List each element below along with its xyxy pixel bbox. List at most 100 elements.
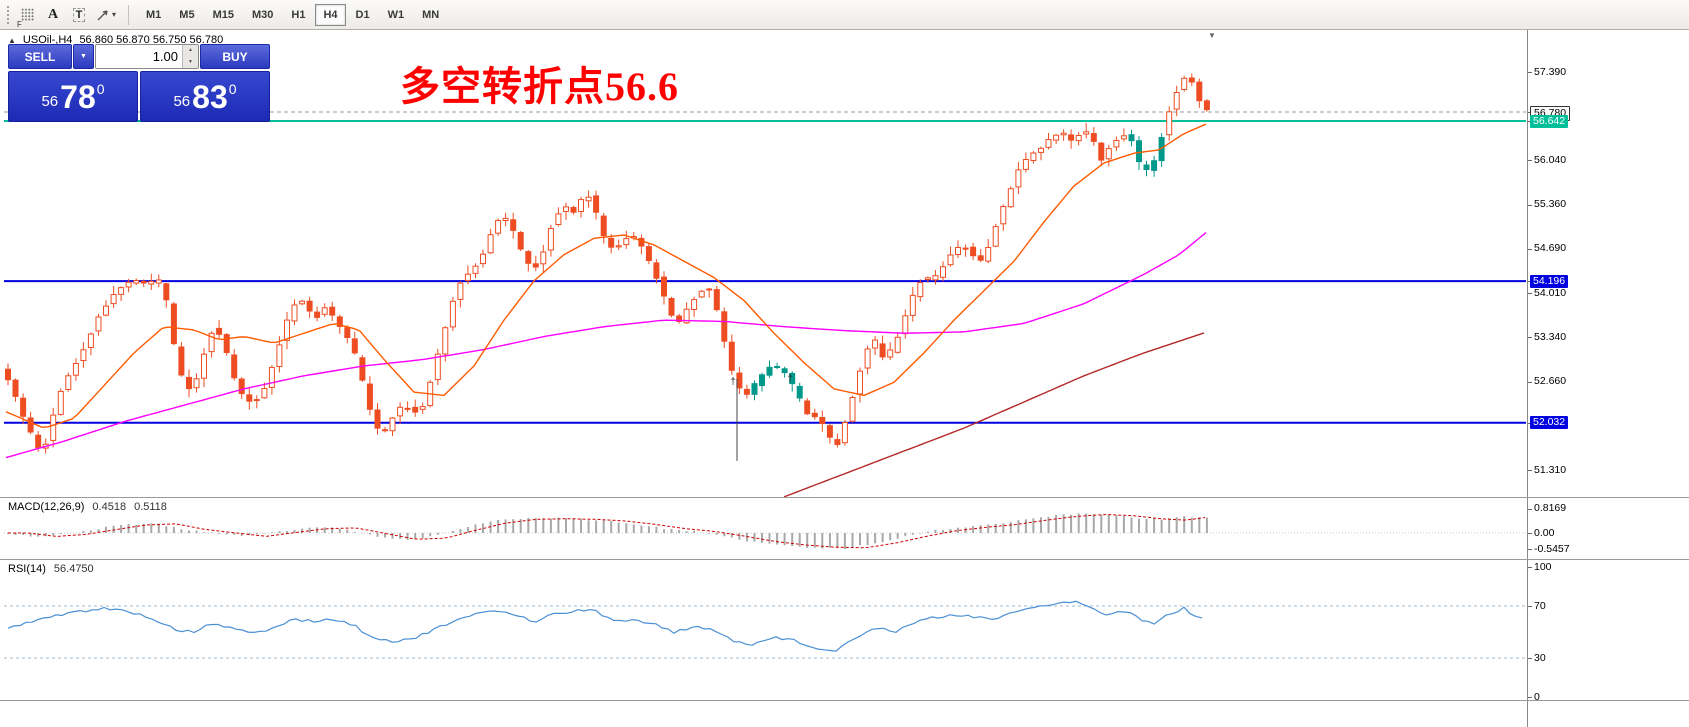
timeframe-button-D1[interactable]: D1 bbox=[348, 4, 378, 26]
ohlc-values: 56.860 56.870 56.750 56.780 bbox=[79, 34, 224, 46]
axis-tick bbox=[1528, 606, 1532, 607]
volume-down-button[interactable]: ▼ bbox=[183, 56, 198, 68]
axis-label: 53.340 bbox=[1534, 330, 1567, 343]
rsi-label: RSI(14) 56.4750 bbox=[8, 563, 94, 575]
axis-label: 55.360 bbox=[1534, 198, 1567, 211]
axis-label: 56.642 bbox=[1530, 114, 1569, 128]
main-chart-canvas[interactable]: † † bbox=[4, 30, 1526, 497]
axis-tick bbox=[1528, 533, 1532, 534]
axis-tick bbox=[1528, 658, 1532, 659]
chart-annotation-text: 多空转折点56.6 bbox=[400, 64, 679, 109]
sell-price-display[interactable]: 56 78 0 bbox=[8, 71, 138, 122]
axis-label: 0.00 bbox=[1534, 526, 1555, 539]
axis-tick bbox=[1528, 160, 1532, 162]
rsi-value: 56.4750 bbox=[53, 563, 94, 575]
chevron-down-icon: ▼ bbox=[80, 53, 87, 60]
volume-field: ▲ ▼ bbox=[95, 44, 199, 69]
panel-divider[interactable] bbox=[0, 700, 1689, 701]
trade-panel-quotes: 56 78 0 56 83 0 bbox=[8, 71, 270, 122]
buy-button[interactable]: BUY bbox=[200, 44, 270, 69]
text-tool-button[interactable]: T bbox=[67, 3, 91, 27]
axis-tick bbox=[1528, 204, 1532, 206]
text-tool-icon: T bbox=[72, 7, 86, 22]
axis-tick bbox=[1528, 697, 1532, 698]
axis-label: 54.196 bbox=[1530, 274, 1569, 288]
one-click-trading-panel: SELL ▼ ▲ ▼ BUY 56 78 0 bbox=[8, 44, 270, 122]
pattern-tool-button[interactable]: F bbox=[15, 3, 39, 29]
toolbar: F A T ▾ M1 M5 M15 M30 H1 H4 D1 W1 MN bbox=[0, 0, 1689, 30]
sell-price-prefix: 56 bbox=[41, 93, 59, 110]
toolbar-separator bbox=[128, 4, 130, 25]
sell-price-big: 78 bbox=[60, 78, 96, 115]
rsi-indicator-name: RSI(14) bbox=[8, 563, 46, 575]
buy-price-sup: 0 bbox=[228, 80, 237, 97]
one-click-panel-toggle[interactable]: ▲ bbox=[8, 35, 16, 45]
trade-options-button[interactable]: ▼ bbox=[73, 44, 94, 69]
buy-price-display[interactable]: 56 83 0 bbox=[140, 71, 270, 122]
symbol-timeframe-label: USOil-,H4 bbox=[22, 34, 73, 46]
price-axis[interactable]: 57.390 56.040 55.360 54.690 54.010 53.340 52.6… bbox=[1527, 30, 1689, 727]
sell-price-sup: 0 bbox=[96, 80, 105, 97]
pattern-tool-sublabel: F bbox=[17, 19, 22, 29]
axis-tick bbox=[1528, 293, 1532, 295]
macd-canvas[interactable] bbox=[4, 498, 1526, 559]
axis-tick bbox=[1528, 508, 1532, 510]
timeframe-button-MN[interactable]: MN bbox=[414, 4, 447, 26]
timeframe-button-M1[interactable]: M1 bbox=[138, 4, 169, 26]
panel-divider[interactable] bbox=[0, 497, 1689, 498]
svg-text:†: † bbox=[787, 374, 793, 385]
chart-header: ▲ USOil-,H4 56.860 56.870 56.750 56.780 bbox=[8, 34, 223, 46]
timeframe-button-M30[interactable]: M30 bbox=[244, 4, 281, 26]
axis-label: 70 bbox=[1534, 599, 1546, 612]
chevron-down-icon: ▾ bbox=[112, 10, 117, 19]
chart-area: † † ▲ USOil-,H4 56.860 56.870 56.750 56.7… bbox=[0, 30, 1689, 727]
toolbar-gripper[interactable] bbox=[6, 4, 10, 25]
volume-up-button[interactable]: ▲ bbox=[183, 45, 198, 57]
axis-label: 51.310 bbox=[1534, 463, 1567, 476]
buy-price-prefix: 56 bbox=[173, 93, 191, 110]
timeframe-group: M1 M5 M15 M30 H1 H4 D1 W1 MN bbox=[138, 3, 447, 26]
axis-tick bbox=[1528, 248, 1532, 250]
axis-label: -0.5457 bbox=[1534, 542, 1570, 555]
axis-tick bbox=[1528, 381, 1532, 383]
axis-tick bbox=[1528, 470, 1532, 471]
axis-label: 56.040 bbox=[1534, 153, 1567, 166]
axis-label: 54.010 bbox=[1534, 286, 1567, 299]
panel-divider[interactable] bbox=[0, 559, 1689, 560]
axis-label: 0 bbox=[1534, 690, 1540, 703]
pattern-grid-icon bbox=[20, 8, 34, 21]
axis-label: 52.660 bbox=[1534, 375, 1567, 388]
timeframe-button-H4[interactable]: H4 bbox=[315, 3, 346, 26]
timeframe-button-M15[interactable]: M15 bbox=[205, 4, 242, 26]
macd-label: MACD(12,26,9) 0.4518 0.5118 bbox=[8, 501, 167, 513]
rsi-canvas[interactable] bbox=[4, 560, 1526, 700]
svg-text:†: † bbox=[730, 376, 736, 387]
macd-signal-value: 0.5118 bbox=[134, 501, 167, 513]
chart-shift-marker: ▼ bbox=[1208, 31, 1216, 40]
axis-tick bbox=[1528, 337, 1532, 339]
shapes-tool-button[interactable]: ▾ bbox=[93, 3, 119, 27]
axis-label: 52.032 bbox=[1530, 416, 1569, 430]
axis-tick bbox=[1528, 567, 1532, 568]
axis-label: 30 bbox=[1534, 651, 1546, 664]
text-label-icon: A bbox=[47, 6, 59, 22]
axis-label: 100 bbox=[1534, 560, 1552, 573]
timeframe-button-M5[interactable]: M5 bbox=[171, 4, 202, 26]
volume-input[interactable] bbox=[96, 45, 182, 68]
sell-button[interactable]: SELL bbox=[8, 44, 72, 69]
timeframe-button-H1[interactable]: H1 bbox=[283, 4, 313, 26]
trade-panel-controls: SELL ▼ ▲ ▼ BUY bbox=[8, 44, 270, 69]
timeframe-button-W1[interactable]: W1 bbox=[380, 4, 413, 26]
axis-tick bbox=[1528, 549, 1532, 551]
macd-main-value: 0.4518 bbox=[92, 501, 127, 513]
text-label-tool-button[interactable]: A bbox=[41, 3, 65, 27]
axis-tick bbox=[1528, 72, 1532, 73]
axis-label: 0.8169 bbox=[1534, 502, 1567, 514]
volume-spinner: ▲ ▼ bbox=[182, 45, 198, 68]
axis-label: 57.390 bbox=[1534, 65, 1567, 78]
buy-price-big: 83 bbox=[192, 78, 228, 115]
macd-indicator-name: MACD(12,26,9) bbox=[8, 501, 85, 513]
arrow-shape-icon bbox=[97, 9, 108, 20]
axis-label: 54.690 bbox=[1534, 242, 1567, 255]
